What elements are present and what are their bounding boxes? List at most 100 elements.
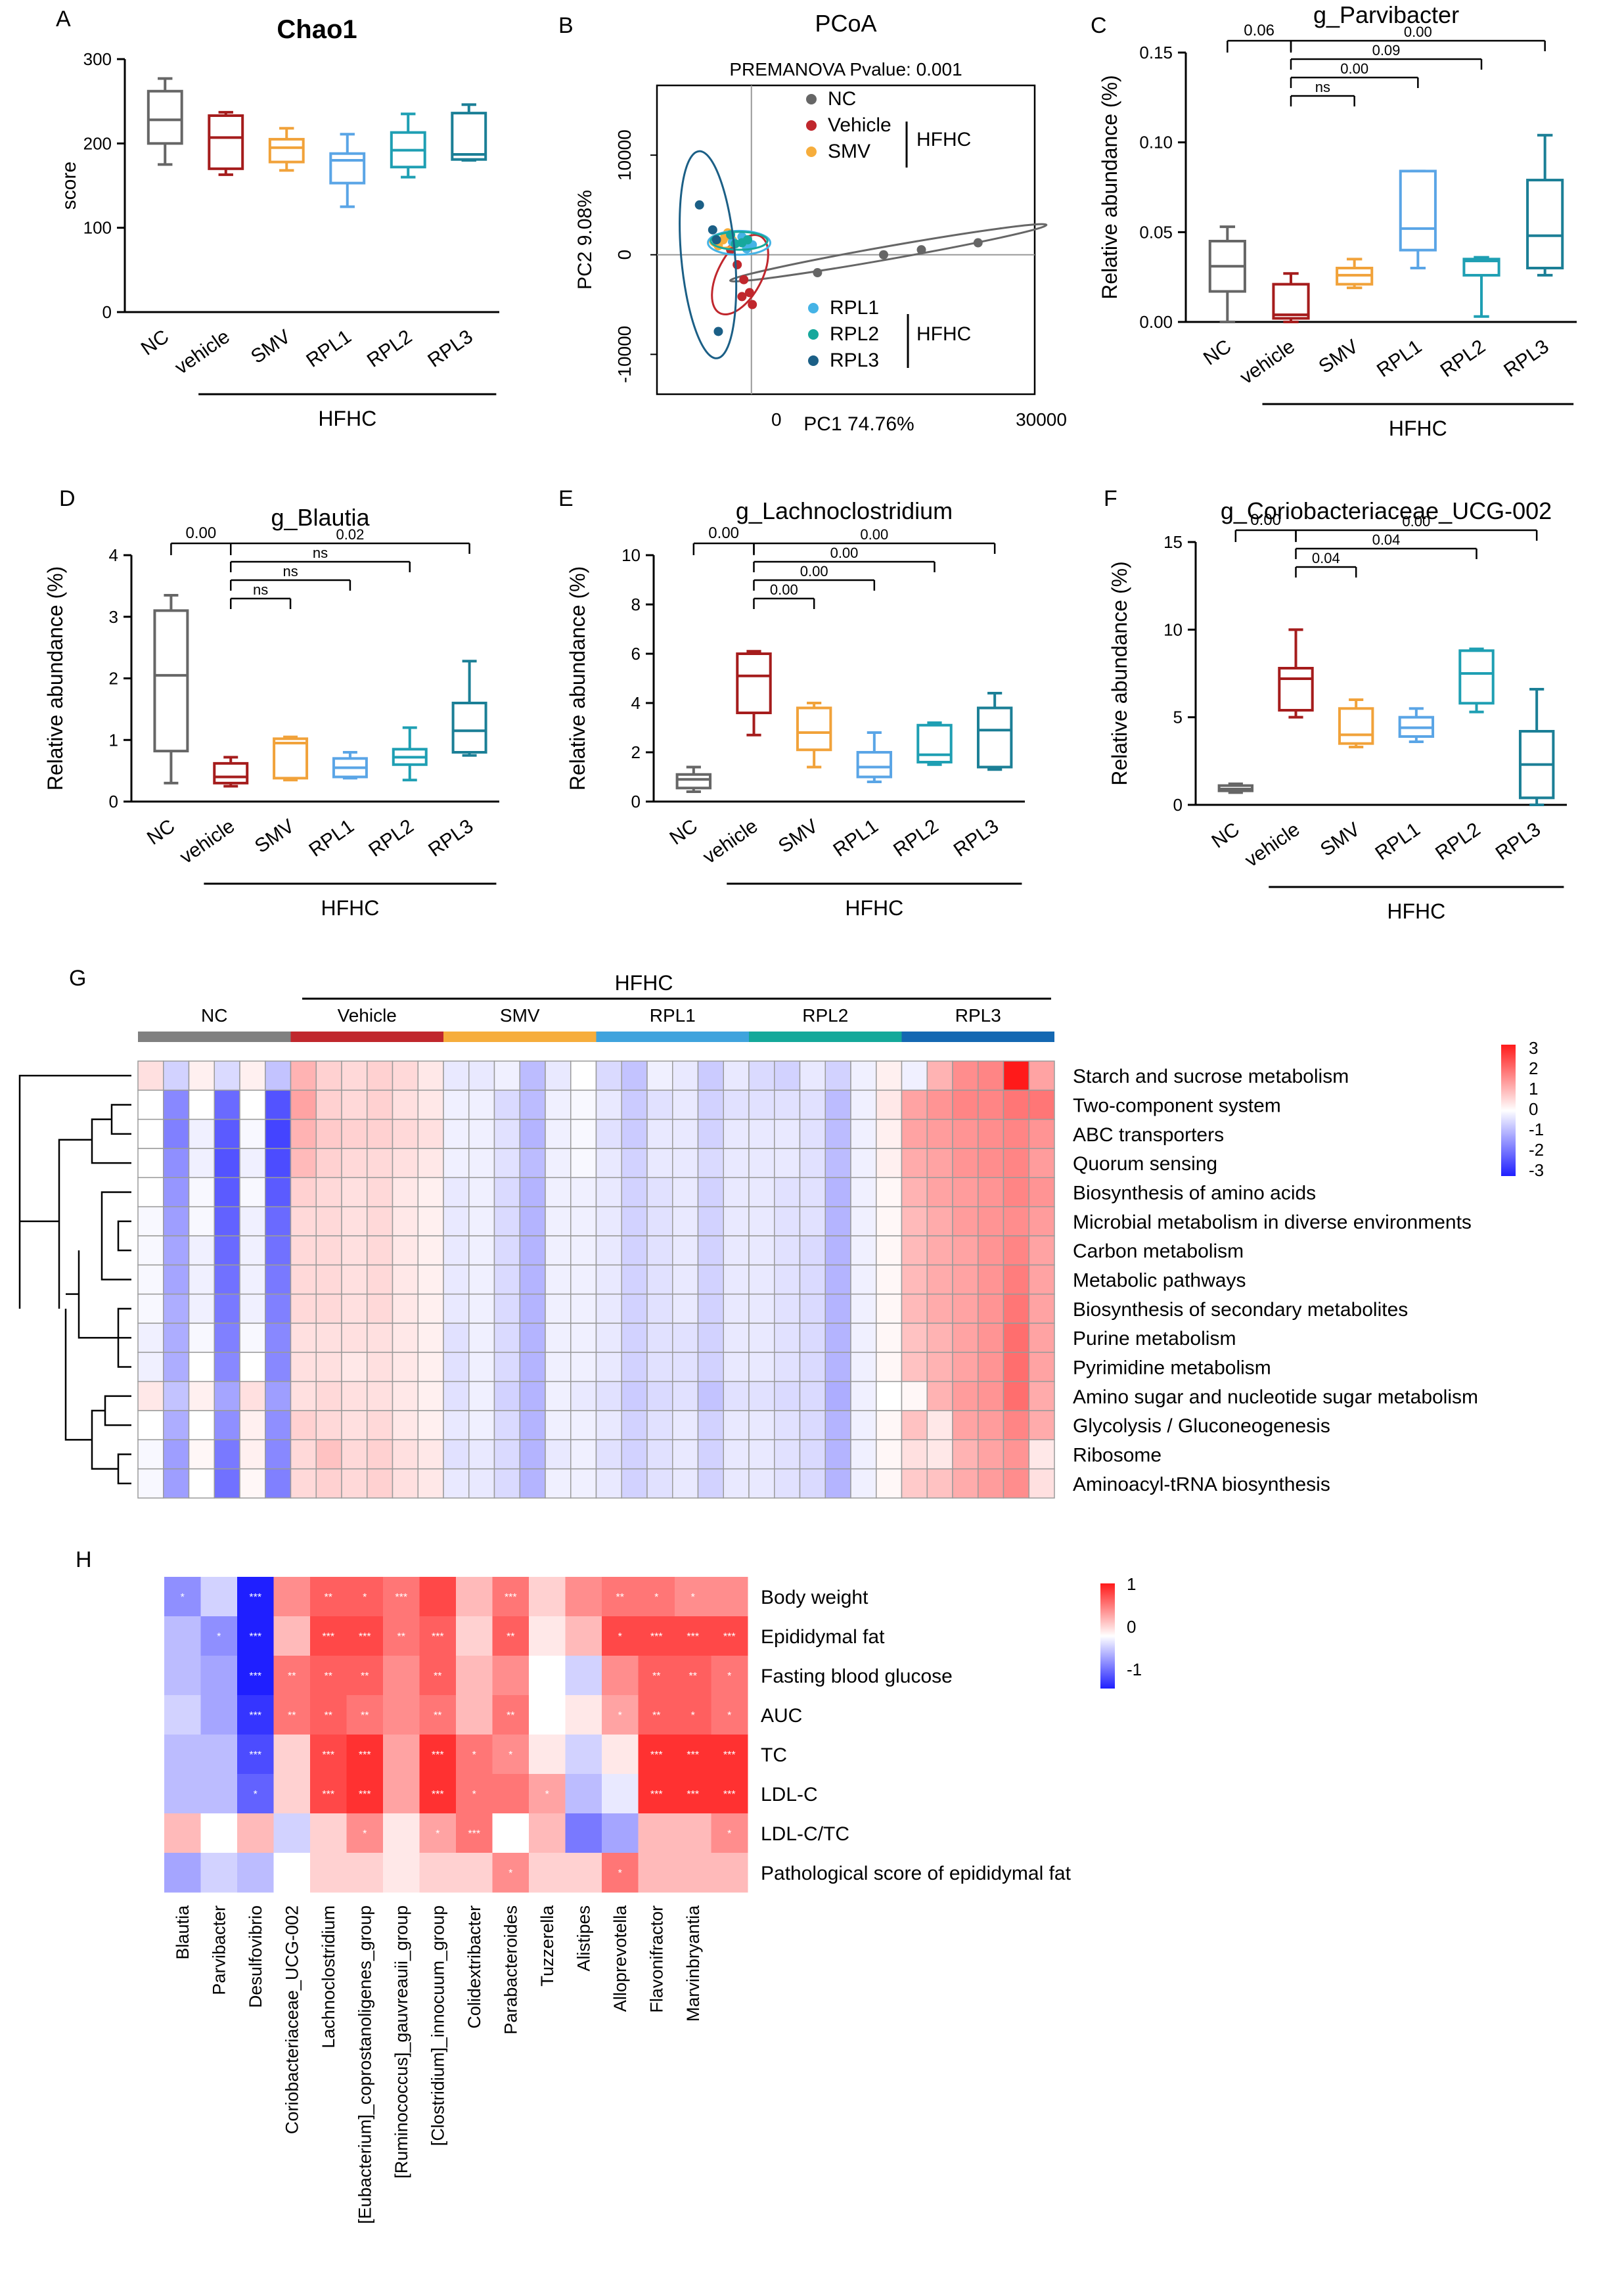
heatmap-cell — [164, 1577, 201, 1617]
heatmap-cell — [137, 1264, 164, 1295]
heatmap-cell — [570, 1148, 597, 1179]
heatmap-cell — [850, 1323, 877, 1353]
heatmap-cell — [493, 1089, 520, 1120]
heatmap-cell — [978, 1439, 1004, 1470]
x-tick-label: NC — [665, 815, 701, 850]
heatmap-cell — [315, 1206, 342, 1237]
heatmap-cell — [748, 1293, 775, 1324]
heatmap-cell — [602, 1735, 639, 1775]
heatmap-cell — [621, 1439, 648, 1470]
significance-star: ** — [434, 1671, 441, 1682]
heatmap-cell — [723, 1264, 750, 1295]
heatmap-cell — [570, 1410, 597, 1441]
heatmap-cell — [595, 1206, 622, 1237]
heatmap-cell — [239, 1264, 266, 1295]
heatmap-cell — [443, 1148, 470, 1179]
heatmap-cell — [774, 1293, 801, 1324]
group-label: SMV — [500, 1005, 540, 1026]
heatmap-cell — [1028, 1293, 1055, 1324]
dendrogram-branch — [117, 1453, 131, 1485]
heatmap-cell — [417, 1264, 444, 1295]
data-point — [744, 288, 754, 298]
heatmap-cell — [595, 1439, 622, 1470]
heatmap-cell — [493, 1323, 520, 1353]
row-label: Purine metabolism — [1073, 1328, 1236, 1350]
heatmap-cell — [711, 1735, 748, 1775]
heatmap-cell — [672, 1235, 699, 1266]
heatmap-cell — [850, 1410, 877, 1441]
significance-star: *** — [432, 1631, 444, 1643]
row-label: Fasting blood glucose — [761, 1666, 953, 1687]
x-tick-label: NC — [143, 815, 179, 850]
significance-star: *** — [249, 1750, 261, 1761]
heatmap-cell — [392, 1410, 418, 1441]
heatmap-cell — [341, 1380, 368, 1411]
legend-marker — [806, 120, 817, 131]
significance-bracket: 0.00 — [1234, 511, 1297, 542]
heatmap-cell — [519, 1439, 546, 1470]
heatmap-cell — [672, 1264, 699, 1295]
heatmap-cell — [214, 1323, 240, 1353]
heatmap-cell — [392, 1089, 418, 1120]
heatmap-cell — [723, 1235, 750, 1266]
x-tick-label: SMV — [251, 815, 298, 857]
heatmap-cell — [468, 1177, 495, 1208]
row-label: LDL-C — [761, 1784, 818, 1805]
p-value-label: 0.00 — [185, 524, 216, 542]
heatmap-cell — [799, 1264, 826, 1295]
heatmap-cell — [978, 1060, 1004, 1091]
significance-star: *** — [395, 1592, 407, 1603]
heatmap-cell — [748, 1323, 775, 1353]
box-rpl1 — [332, 751, 368, 780]
heatmap-cell — [310, 1616, 347, 1656]
heatmap-cell — [774, 1264, 801, 1295]
heatmap-cell — [200, 1853, 238, 1893]
heatmap-cell — [901, 1148, 928, 1179]
heatmap-cell — [519, 1206, 546, 1237]
heatmap-cell — [164, 1616, 201, 1656]
box-vehicle — [736, 650, 772, 737]
column-label: Colidextribacter — [464, 1905, 484, 2029]
chart-subtitle: PREMANOVA Pvalue: 0.001 — [729, 59, 962, 79]
box-iqr — [329, 152, 366, 185]
x-tick-label: RPL3 — [950, 815, 1003, 861]
heatmap-cell — [595, 1089, 622, 1120]
heatmap-cell — [1028, 1235, 1055, 1266]
heatmap-cell — [273, 1577, 311, 1617]
heatmap-cell — [901, 1351, 928, 1382]
heatmap-cell — [239, 1323, 266, 1353]
heatmap-cell — [237, 1813, 274, 1853]
heatmap-cell — [545, 1060, 572, 1091]
heatmap-cell — [565, 1577, 602, 1617]
heatmap-cell — [315, 1235, 342, 1266]
chart-title: g_Lachnoclostridium — [736, 497, 953, 524]
heatmap-cell — [367, 1235, 394, 1266]
heatmap-cell — [646, 1235, 673, 1266]
significance-star: ** — [325, 1710, 332, 1721]
heatmap-cell — [602, 1813, 639, 1853]
heatmap-cell — [468, 1118, 495, 1149]
heatmap-cell — [290, 1323, 317, 1353]
heatmap-cell — [799, 1439, 826, 1470]
significance-star: *** — [687, 1789, 699, 1800]
panel-label-d: D — [59, 486, 76, 511]
legend-bottom: RPL1 RPL2 RPL3 HFHC — [808, 297, 971, 371]
significance-star: * — [508, 1868, 512, 1879]
box-iqr — [208, 114, 244, 170]
heatmap-cell — [799, 1468, 826, 1499]
heatmap-cell — [164, 1656, 201, 1696]
heatmap-cell — [493, 1264, 520, 1295]
legend-group-label: HFHC — [916, 129, 971, 150]
heatmap-cell — [672, 1118, 699, 1149]
heatmap-cell — [315, 1410, 342, 1441]
heatmap-cell — [602, 1853, 639, 1893]
box-rpl2 — [392, 726, 428, 782]
heatmap-cell — [1003, 1118, 1029, 1149]
box-iqr — [1458, 649, 1495, 705]
heatmap-cell — [978, 1206, 1004, 1237]
heatmap-cell — [876, 1177, 903, 1208]
heatmap-cell — [290, 1293, 317, 1324]
significance-star: *** — [432, 1789, 444, 1800]
heatmap-cell — [519, 1351, 546, 1382]
